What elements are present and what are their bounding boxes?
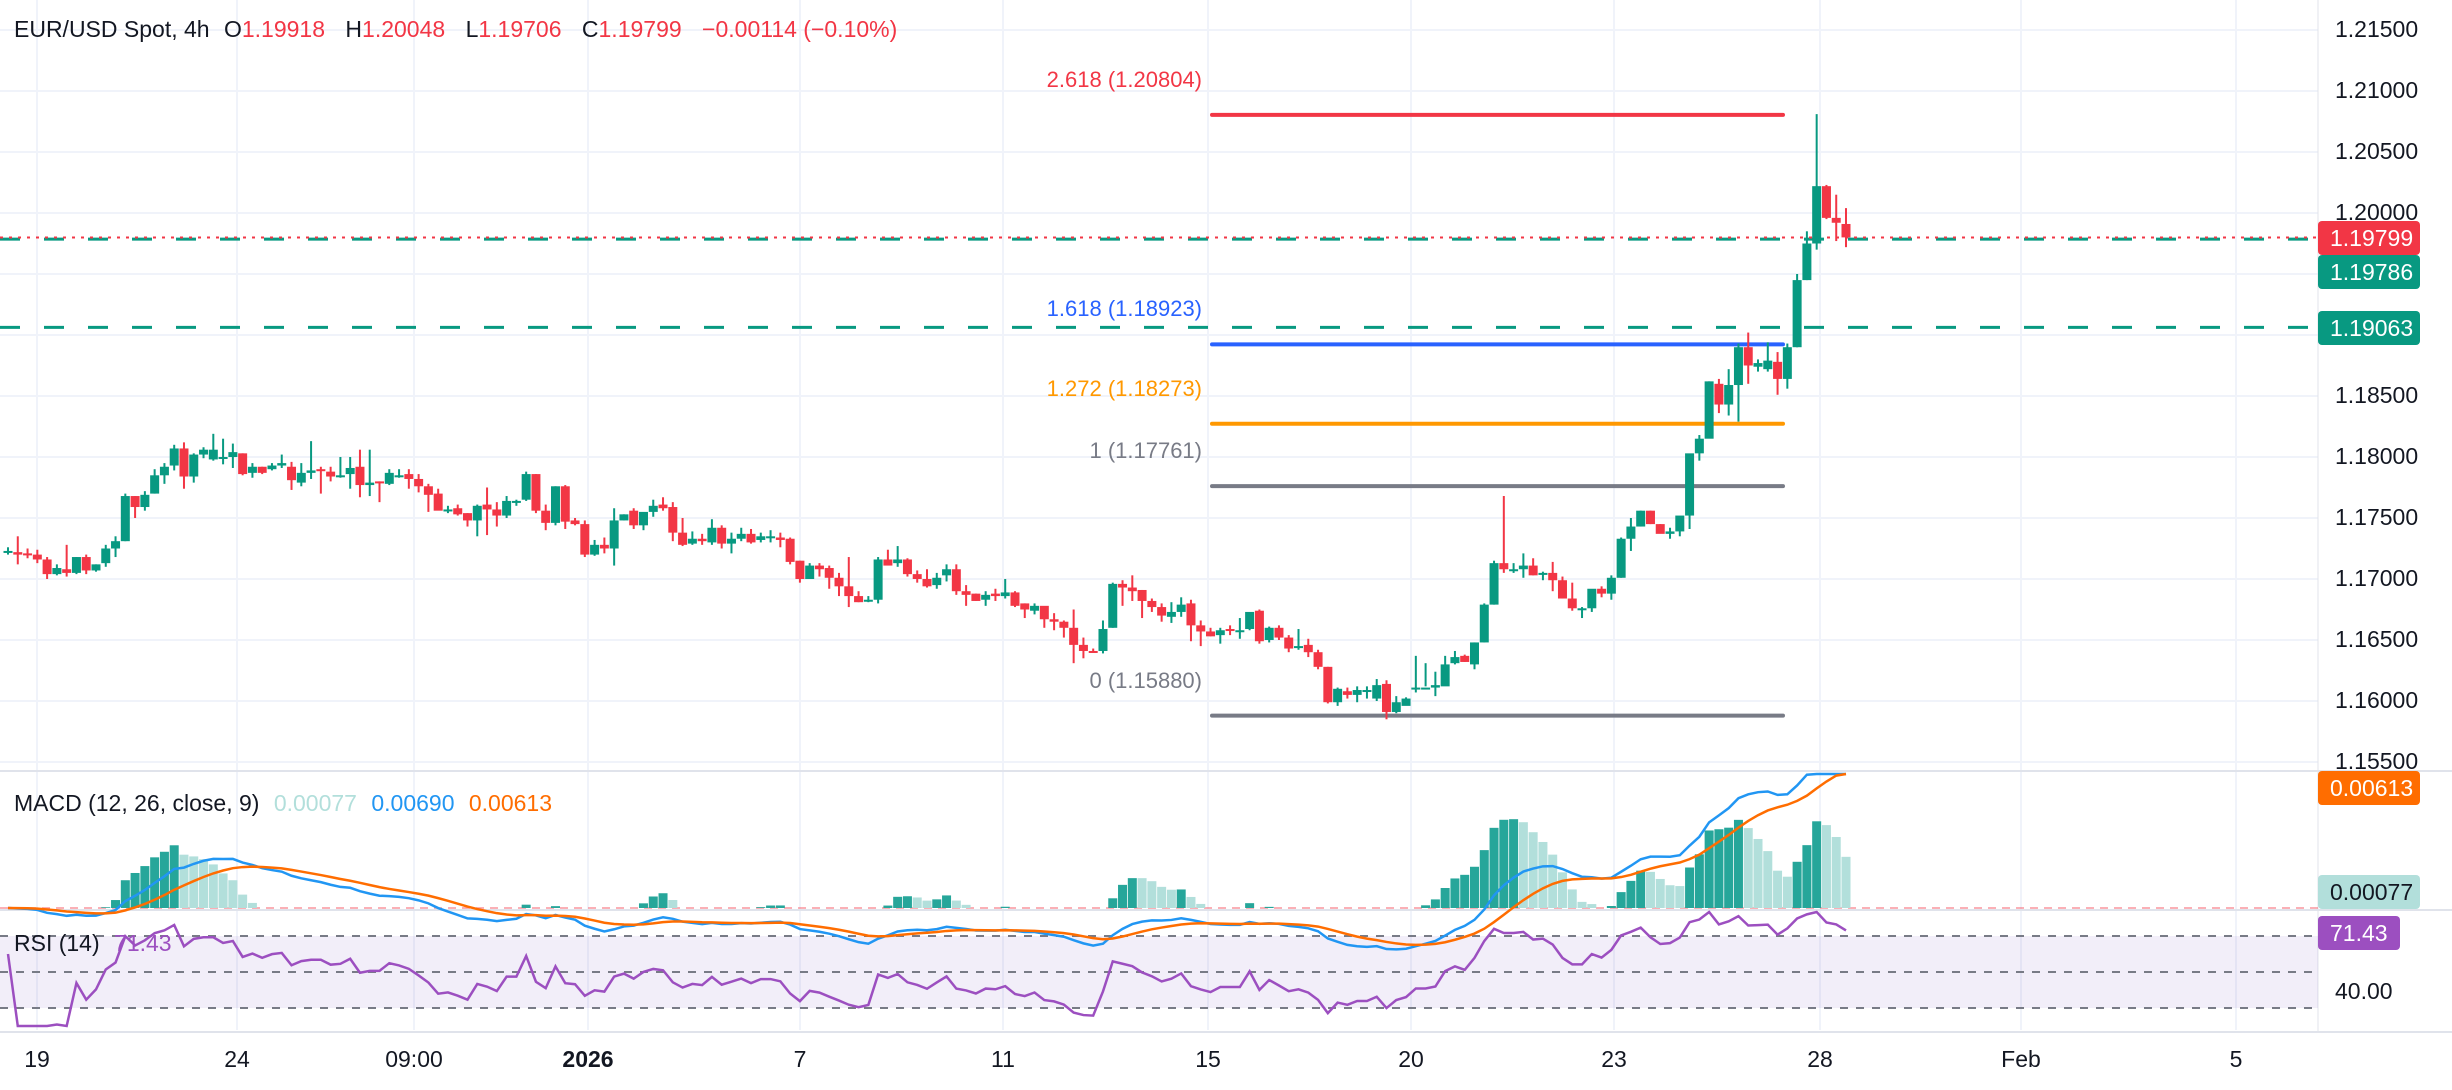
low-key: L — [465, 16, 479, 42]
panel-dividers — [0, 0, 2452, 1033]
rsi-title: RSI (14) — [14, 930, 100, 956]
price-tick: 1.18000 — [2335, 443, 2419, 469]
rsi-indicator — [6, 910, 1847, 1028]
symbol-legend[interactable]: EUR/USD Spot, 4h O1.19918 H1.20048 L1.19… — [14, 16, 911, 43]
low-value: 1.19706 — [478, 16, 562, 42]
horizontal-lines[interactable] — [0, 236, 2318, 329]
time-tick: 11 — [991, 1046, 1015, 1072]
time-tick: 19 — [24, 1046, 50, 1072]
macd-histogram-value: 0.00077 — [273, 790, 357, 816]
fib-level-label: 1.272 (1.18273) — [1046, 375, 1202, 401]
price-tick: 1.16500 — [2335, 626, 2419, 652]
change-value: −0.00114 (−0.10%) — [702, 16, 898, 42]
time-tick: 23 — [1601, 1046, 1627, 1072]
time-tick: 15 — [1195, 1046, 1221, 1072]
open-value: 1.19918 — [241, 16, 326, 42]
high-key: H — [345, 16, 363, 42]
price-tick: 1.16000 — [2335, 687, 2419, 713]
open-key: O — [223, 16, 242, 42]
close-key: C — [581, 16, 599, 42]
price-tick: 1.21500 — [2335, 16, 2419, 42]
time-tick: 09:00 — [385, 1046, 443, 1072]
time-tick: Feb — [2001, 1046, 2041, 1072]
price-tick: 1.17000 — [2335, 565, 2419, 591]
fibonacci-extension[interactable] — [1210, 112, 1785, 718]
rsi-legend[interactable]: RSI (14) 71.43 — [14, 930, 180, 957]
macd-signal-value: 0.00613 — [468, 790, 553, 816]
symbol-title: EUR/USD Spot, 4h — [14, 16, 210, 42]
macd-legend[interactable]: MACD (12, 26, close, 9) 0.00077 0.00690 … — [14, 790, 560, 817]
time-tick: 24 — [224, 1046, 250, 1072]
high-value: 1.20048 — [362, 16, 446, 42]
rsi-axis-label: 40.00 — [2335, 978, 2393, 1004]
price-tag: 1.19063 — [2318, 311, 2420, 345]
macd-signal-tag: 0.00613 — [2318, 771, 2420, 805]
fib-level-label: 2.618 (1.20804) — [1046, 66, 1202, 92]
close-value: 1.19799 — [598, 16, 682, 42]
time-tick: 28 — [1807, 1046, 1833, 1072]
rsi-tag: 71.43 — [2318, 916, 2400, 950]
macd-title: MACD (12, 26, close, 9) — [14, 790, 260, 816]
price-tag: 1.19786 — [2318, 255, 2420, 289]
candlestick-series — [3, 114, 1851, 720]
time-tick: 5 — [2229, 1046, 2243, 1072]
grid-lines — [0, 0, 2318, 1030]
fib-level-label: 1.618 (1.18923) — [1046, 296, 1202, 322]
time-tick: 7 — [793, 1046, 807, 1072]
price-tag: 1.19799 — [2318, 221, 2420, 255]
macd-histogram-tag: 0.00077 — [2318, 875, 2420, 909]
time-tick: 20 — [1398, 1046, 1424, 1072]
price-tick: 1.18500 — [2335, 382, 2419, 408]
macd-indicator — [7, 772, 1851, 951]
fib-level-label: 1 (1.17761) — [1089, 438, 1202, 464]
rsi-value: 71.43 — [114, 930, 172, 956]
fib-level-label: 0 (1.15880) — [1089, 667, 1202, 693]
price-tick: 1.20000 — [2335, 199, 2419, 225]
price-tick: 1.21000 — [2335, 77, 2419, 103]
price-tick: 1.20500 — [2335, 138, 2419, 164]
time-tick: 2026 — [562, 1046, 614, 1072]
price-tick: 1.17500 — [2335, 504, 2419, 530]
price-tick: 1.15500 — [2335, 748, 2419, 774]
rsi-band — [0, 935, 2318, 1009]
macd-line-value: 0.00690 — [371, 790, 455, 816]
